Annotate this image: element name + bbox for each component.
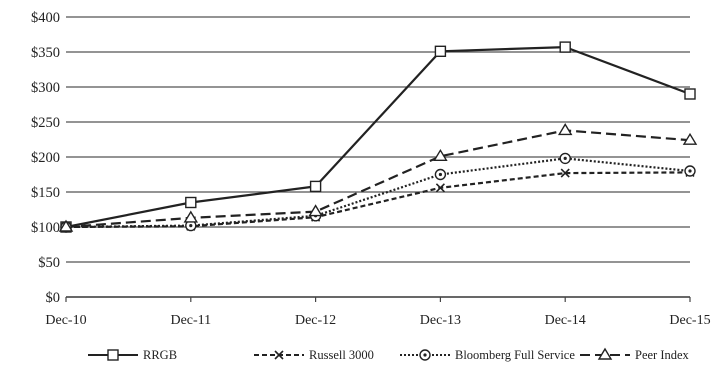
y-tick-label: $350 [31,45,60,61]
data-point-rrgb [309,180,322,193]
data-point-bloomberg-full-service-center [438,172,442,177]
x-tick-label: Dec-11 [170,313,211,328]
x-tick-label: Dec-15 [669,313,710,328]
data-point-russell-3000 [560,168,570,178]
x-tick-label: Dec-10 [45,313,86,328]
series-line-rrgb [65,45,691,229]
legend-marker-peer-index [597,347,613,360]
legend-label-peer-index: Peer Index [635,348,690,362]
grid-lines [66,16,690,298]
data-point-bloomberg-full-service-center [189,224,193,228]
axes [65,296,691,302]
data-point-bloomberg-full-service-center [563,156,567,160]
data-point-peer-index [682,132,698,145]
x-tick-label: Dec-14 [545,313,586,328]
y-tick-label: $300 [31,80,60,96]
series-line-bloomberg-full-service [65,157,691,229]
legend-marker-rrgb [107,349,119,361]
legend-entry-bloomberg-full-service: Bloomberg Full Service [400,348,575,362]
legend-entry-russell-3000: Russell 3000 [254,348,374,362]
data-point-rrgb [185,196,197,209]
legend-marker-bloomberg-full-service-center [423,353,427,357]
y-tick-label: $100 [31,220,60,236]
data-point-rrgb [434,45,447,57]
y-tick-label: $250 [31,115,60,131]
data-point-rrgb [559,41,571,53]
data-point-peer-index [183,210,199,223]
x-tick-label: Dec-13 [420,313,461,328]
y-tick-label: $150 [31,185,60,201]
data-point-peer-index [308,204,323,217]
data-point-peer-index [557,123,573,136]
data-point-peer-index [58,219,74,232]
y-tick-label: $50 [38,255,60,271]
legend-entry-rrgb: RRGB [88,348,177,362]
x-tick-label: Dec-12 [295,313,336,328]
y-tick-labels: $0 $50 $100 $150 $200 $250 $300 $350 $400 [31,10,60,306]
data-point-bloomberg-full-service-center [688,169,692,173]
data-point-russell-3000-stroke-b [560,168,570,178]
y-tick-label: $200 [31,150,60,166]
data-point-russell-3000-stroke-b [435,183,445,193]
data-point-peer-index [433,148,448,162]
legend-marker-russell-3000 [274,350,284,360]
data-point-rrgb [684,88,696,100]
y-tick-label: $0 [46,290,61,306]
legend-label-bloomberg-full-service: Bloomberg Full Service [455,348,575,362]
legend: RRGB Russell 3000 Bloomberg Full Service Pe… [88,347,690,362]
series-markers [58,41,698,233]
legend-label-rrgb: RRGB [143,348,177,362]
legend-entry-peer-index: Peer Index [580,347,690,362]
x-tick-labels: Dec-10 Dec-11 Dec-12 Dec-13 Dec-14 Dec-15 [45,313,710,328]
series-lines [65,45,691,229]
legend-marker-russell-3000-stroke-b [274,350,284,360]
series-line-russell-3000 [65,171,691,229]
series-line-peer-index [65,129,691,229]
y-tick-label: $400 [31,10,60,26]
data-point-russell-3000 [435,183,445,193]
legend-label-russell-3000: Russell 3000 [309,348,374,362]
